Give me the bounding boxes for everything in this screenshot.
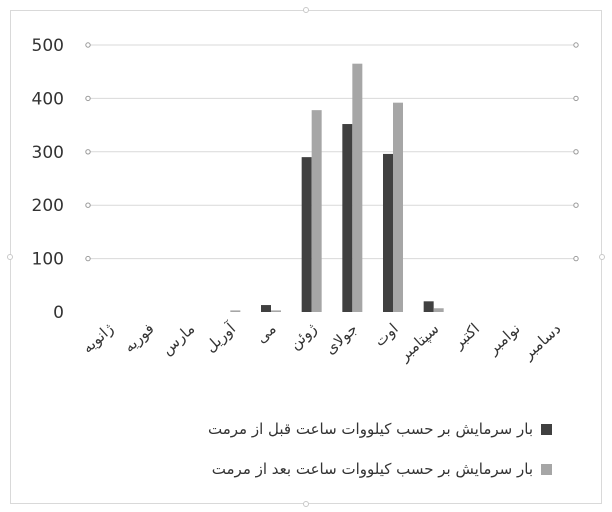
bar-before-5 — [301, 157, 312, 312]
resize-handle-left[interactable] — [7, 254, 13, 260]
x-tick-label: آوریل — [202, 319, 240, 356]
gridline-handle-right — [573, 149, 579, 155]
bar-after-7 — [393, 102, 403, 312]
bar-before-7 — [383, 153, 393, 312]
bar-after-4 — [271, 310, 281, 312]
x-tick-label: نوامبر — [483, 320, 523, 359]
bar-before-8 — [423, 301, 434, 312]
x-tick-label: اکتبر — [449, 320, 483, 353]
bar-before-6 — [342, 124, 353, 312]
x-tick-label: سپتامبر — [395, 320, 443, 366]
x-tick-label: جولای — [321, 320, 361, 358]
resize-handle-right[interactable] — [599, 254, 605, 260]
bars — [230, 63, 444, 312]
gridline-handle-left — [85, 255, 91, 262]
legend-label-after: بار سرمایش بر حسب کیلووات ساعت بعد از مر… — [211, 460, 533, 478]
gridline-handle-right — [573, 95, 579, 102]
gridline-handle-left — [85, 42, 91, 48]
gridline-handle-right — [573, 202, 579, 208]
legend-entry-after: بار سرمایش بر حسب کیلووات ساعت بعد از مر… — [212, 460, 552, 478]
gridline-handle-left — [85, 149, 91, 155]
y-tick-label: 100 — [32, 250, 64, 270]
x-tick-label: مارس — [158, 320, 198, 359]
gridline-handle-left — [85, 95, 91, 102]
x-tick-label: ژوئن — [286, 320, 320, 354]
bar-after-8 — [433, 308, 444, 312]
legend-entry-before: بار سرمایش بر حسب کیلووات ساعت قبل از مر… — [208, 420, 552, 438]
x-tick-label: دسامبر — [518, 320, 564, 364]
bar-after-6 — [352, 63, 363, 312]
x-tick-label: اوت — [371, 320, 402, 350]
x-tick-label: ژانویه — [79, 320, 117, 357]
y-tick-label: 200 — [32, 196, 64, 216]
y-tick-label: 0 — [53, 303, 64, 323]
bar-after-5 — [311, 110, 322, 312]
x-tick-label: فوریه — [120, 320, 158, 356]
y-tick-label: 500 — [32, 36, 64, 56]
resize-handle-top[interactable] — [303, 7, 309, 13]
legend-swatch-after — [541, 463, 552, 475]
y-tick-label: 300 — [32, 143, 64, 163]
legend-label-before: بار سرمایش بر حسب کیلووات ساعت قبل از مر… — [208, 420, 533, 438]
gridline-handle-right — [573, 42, 579, 48]
bar-after-3 — [230, 310, 241, 312]
x-axis-ticks: ژانویه فوریه مارس آوریل می ژوئن جولای اوتسپتامب… — [79, 319, 565, 366]
gridline-handle-left — [85, 202, 91, 208]
x-tick-label: می — [252, 320, 279, 347]
y-tick-label: 400 — [32, 89, 64, 109]
gridline-handle-right — [573, 255, 579, 262]
resize-handle-bottom[interactable] — [303, 501, 309, 507]
gridlines — [85, 42, 579, 262]
legend-swatch-before — [541, 423, 552, 435]
y-axis-ticks: 0 100 200 300 400 500 — [32, 36, 64, 323]
bar-before-4 — [261, 305, 271, 312]
